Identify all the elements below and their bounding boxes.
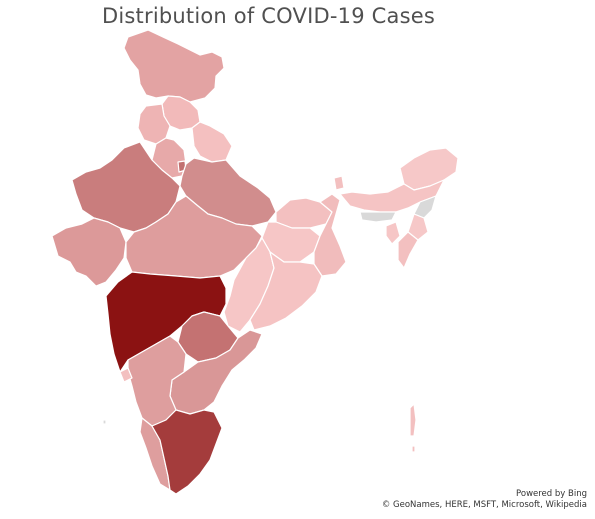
region-andaman-nicobar[interactable]: Andaman and Nicobar Islands bbox=[409, 403, 417, 453]
region-manipur[interactable]: Manipur bbox=[407, 213, 429, 241]
region-sikkim[interactable]: Sikkim bbox=[333, 175, 345, 191]
region-gujarat[interactable]: Gujarat bbox=[51, 217, 127, 287]
region-karnataka[interactable]: Karnataka bbox=[127, 335, 187, 427]
region-lakshadweep[interactable] bbox=[102, 419, 107, 425]
region-mizoram[interactable]: Mizoram bbox=[397, 231, 419, 269]
region-nagaland[interactable]: Nagaland bbox=[413, 195, 437, 219]
region-uttarakhand[interactable]: Uttarakhand bbox=[191, 121, 233, 163]
powered-by-bing-label: Powered by Bing bbox=[516, 489, 587, 499]
region-odisha[interactable]: Odisha bbox=[249, 251, 323, 331]
region-jammu-kashmir[interactable]: Jammu and Kashmir bbox=[123, 29, 225, 103]
region-tripura[interactable]: Tripura bbox=[385, 221, 401, 245]
region-tamil-nadu[interactable]: Tamil Nadu bbox=[151, 409, 223, 495]
region-west-bengal[interactable]: West Bengal bbox=[313, 193, 347, 277]
map-title: Distribution of COVID-19 Cases bbox=[102, 4, 435, 28]
region-uttar-pradesh[interactable]: Uttar Pradesh bbox=[179, 157, 277, 227]
region-arunachal-pradesh[interactable]: Arunachal Pradesh bbox=[399, 147, 459, 191]
map-attribution: Powered by Bing © GeoNames, HERE, MSFT, … bbox=[382, 489, 587, 511]
region-assam[interactable]: Assam bbox=[339, 179, 445, 213]
region-goa[interactable]: Goa bbox=[119, 367, 133, 383]
map-credits: © GeoNames, HERE, MSFT, Microsoft, Wikip… bbox=[381, 500, 587, 510]
region-meghalaya[interactable]: Meghalaya bbox=[359, 211, 397, 223]
